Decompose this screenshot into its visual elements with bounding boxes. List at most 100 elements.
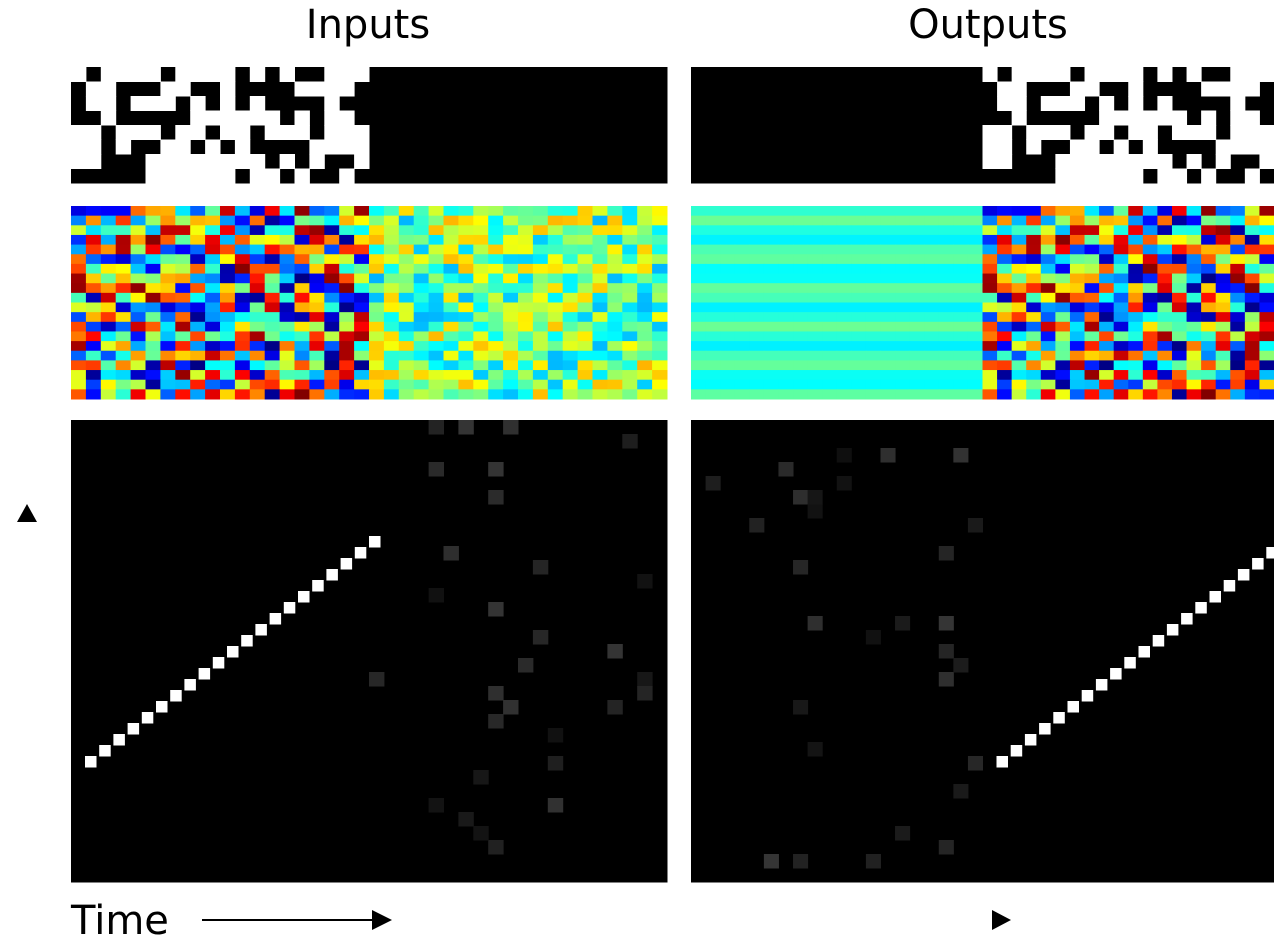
cell: [205, 168, 221, 184]
cell: [1244, 321, 1260, 332]
cell: [71, 379, 87, 390]
cell: [488, 234, 504, 246]
cell: [836, 244, 852, 255]
cell: [488, 206, 504, 217]
cell: [383, 350, 400, 361]
cell: [1215, 215, 1231, 226]
cell: [309, 321, 325, 332]
cell: [294, 273, 310, 284]
cell: [145, 331, 161, 342]
cell: [577, 234, 593, 246]
cell: [428, 798, 444, 813]
cell: [1186, 273, 1202, 284]
cell: [1069, 263, 1086, 275]
cell: [1157, 321, 1173, 332]
cell: [71, 273, 87, 284]
cell: [264, 273, 281, 284]
cell: [249, 168, 266, 184]
cell: [1067, 701, 1079, 713]
cell: [518, 321, 534, 332]
cell: [205, 379, 221, 390]
cell: [443, 254, 459, 265]
cell: [851, 273, 867, 284]
cell: [264, 292, 281, 303]
cell: [1186, 154, 1202, 169]
cell: [1244, 389, 1260, 400]
cell: [924, 225, 940, 236]
cell: [100, 96, 117, 111]
cell: [234, 206, 251, 217]
cell: [997, 283, 1013, 294]
cell: [1215, 302, 1231, 313]
cell: [807, 616, 823, 631]
cell: [190, 292, 206, 303]
cell: [836, 370, 852, 381]
cell: [836, 389, 852, 400]
cell: [1053, 712, 1065, 724]
cell: [220, 360, 236, 371]
cell: [1128, 312, 1144, 323]
cell: [324, 350, 340, 361]
cell: [607, 244, 623, 255]
cell: [115, 244, 132, 255]
cell: [734, 206, 750, 217]
cell: [309, 379, 325, 390]
cell: [458, 283, 474, 294]
cell: [880, 254, 896, 265]
cell: [100, 341, 117, 352]
cell: [1142, 125, 1158, 140]
cell: [339, 312, 355, 323]
cell: [938, 321, 954, 332]
cell: [953, 263, 969, 275]
cell: [836, 273, 852, 284]
cell: [175, 215, 191, 226]
cell: [413, 244, 430, 255]
cell: [793, 389, 809, 400]
cell: [1026, 254, 1042, 265]
cell: [100, 254, 117, 265]
cell: [175, 206, 191, 217]
cell: [1230, 331, 1246, 342]
cell: [607, 292, 623, 303]
cell: [652, 312, 668, 323]
cell: [115, 254, 132, 265]
cell: [924, 350, 940, 361]
cell: [488, 312, 504, 323]
cell: [503, 206, 519, 217]
cell: [354, 263, 370, 275]
cell: [383, 292, 400, 303]
cell: [637, 321, 653, 332]
cell: [637, 341, 653, 352]
cell: [691, 341, 707, 352]
cell: [1128, 254, 1144, 265]
cell: [607, 389, 623, 400]
cell: [909, 254, 925, 265]
cell: [283, 602, 296, 614]
cell: [607, 206, 623, 217]
cell: [532, 292, 549, 303]
cell: [1186, 331, 1202, 342]
cell: [354, 215, 370, 226]
cell: [1011, 244, 1027, 255]
cell: [822, 350, 838, 361]
cell: [691, 331, 707, 342]
cell: [85, 331, 102, 342]
cell: [836, 206, 852, 217]
cell: [1259, 244, 1274, 255]
cell: [1171, 321, 1188, 332]
cell: [100, 225, 117, 236]
cell: [749, 244, 765, 255]
cell: [880, 234, 896, 246]
cell: [1171, 234, 1188, 246]
cell: [85, 341, 102, 352]
cell: [1055, 225, 1071, 236]
cell: [607, 312, 623, 323]
cell: [473, 302, 489, 313]
cell: [1084, 206, 1100, 217]
cell: [622, 379, 638, 390]
cell: [160, 292, 176, 303]
cell: [160, 81, 176, 97]
cell: [1128, 370, 1144, 381]
cell: [130, 273, 146, 284]
cell: [279, 341, 295, 352]
